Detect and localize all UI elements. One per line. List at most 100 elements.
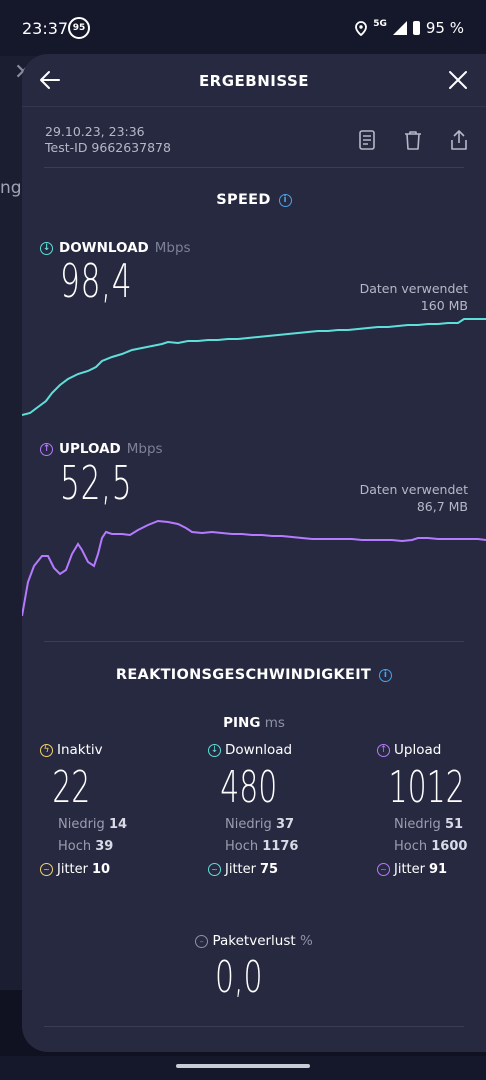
ping-upload-value: 1012: [388, 762, 465, 813]
jitter-icon: ~: [208, 863, 221, 876]
ping-upload-low-label: Niedrig: [394, 817, 441, 832]
upload-arrow-icon: ↑: [40, 442, 53, 456]
upload-label: ↑ UPLOAD Mbps: [40, 441, 163, 457]
idle-high: Hoch 39: [40, 836, 190, 858]
share-icon[interactable]: [450, 130, 468, 150]
upload-value: 52,5: [60, 456, 133, 510]
test-date: 29.10.23, 23:36: [45, 124, 145, 139]
results-sheet: ERGEBNISSE 29.10.23, 23:36 Test-ID 96626…: [22, 54, 486, 1052]
upload-data-used: Daten verwendet 86,7 MB: [360, 481, 468, 515]
speed-title-text: SPEED: [216, 192, 271, 208]
ping-header: PING ms: [22, 715, 486, 731]
ping-download: ↓ Download 480 Niedrig 37 Hoch 1176 ~ Ji…: [208, 742, 358, 877]
idle-low-label: Niedrig: [58, 817, 105, 832]
idle-low-value: 14: [108, 817, 128, 832]
trash-icon[interactable]: [404, 130, 422, 150]
ping-upload-high-value: 1600: [431, 839, 468, 854]
packet-loss-value: 0,0: [215, 952, 263, 1003]
packet-loss-unit: %: [300, 933, 313, 949]
responsiveness-section-title: REAKTIONSGESCHWINDIGKEIT i: [22, 667, 486, 683]
responsiveness-title-text: REAKTIONSGESCHWINDIGKEIT: [115, 667, 372, 683]
packet-loss-label: Paketverlust: [212, 933, 296, 949]
ping-download-low-label: Niedrig: [225, 817, 272, 832]
ping-idle-head: ϟ Inaktiv: [40, 742, 190, 758]
ping-download-high-value: 1176: [262, 839, 299, 854]
ping-download-value: 480: [220, 762, 278, 813]
ping-download-low: Niedrig 37: [208, 814, 358, 836]
ping-download-label: Download: [225, 742, 293, 758]
download-unit: Mbps: [154, 240, 191, 256]
upload-data-used-label: Daten verwendet: [359, 482, 468, 497]
jitter-icon: ~: [377, 863, 390, 876]
idle-jitter-value: 10: [91, 862, 111, 877]
ping-download-high-label: Hoch: [225, 839, 259, 854]
download-data-used: Daten verwendet 160 MB: [360, 280, 468, 314]
ping-upload-label: Upload: [394, 742, 442, 758]
arrow-left-icon[interactable]: [38, 68, 62, 92]
location-icon: [355, 20, 368, 36]
idle-low: Niedrig 14: [40, 814, 190, 836]
network-type: 5G: [373, 19, 387, 29]
info-icon[interactable]: i: [278, 193, 292, 207]
ping-upload-jitter: ~ Jitter 91: [377, 862, 486, 877]
packet-loss-icon: –: [195, 934, 209, 948]
ping-upload-jitter-label: Jitter: [394, 862, 425, 877]
header-bar: ERGEBNISSE: [22, 54, 486, 107]
idle-jitter-label: Jitter: [57, 862, 88, 877]
divider: [44, 167, 464, 168]
ping-idle: ϟ Inaktiv 22 Niedrig 14 Hoch 39 ~ Jitter…: [40, 742, 190, 877]
idle-icon: ϟ: [40, 743, 53, 757]
info-icon[interactable]: i: [379, 668, 393, 682]
action-icons: [358, 130, 468, 150]
signal-icon: [392, 21, 407, 35]
download-data-used-label: Daten verwendet: [359, 281, 468, 296]
divider: [44, 641, 464, 642]
upload-arrow-icon: ↑: [377, 743, 390, 757]
upload-unit: Mbps: [126, 441, 163, 457]
ping-upload-high: Hoch 1600: [377, 836, 486, 858]
status-time: 23:37: [22, 19, 69, 38]
download-data-used-value: 160 MB: [420, 298, 468, 313]
ping-unit: ms: [264, 715, 285, 731]
idle-value: 22: [52, 762, 91, 813]
idle-high-value: 39: [95, 839, 114, 854]
download-value: 98,4: [60, 254, 133, 308]
document-icon[interactable]: [358, 130, 376, 150]
battery-percent: 95 %: [425, 19, 464, 37]
notification-badge-icon: 95: [68, 17, 90, 39]
download-arrow-icon: ↓: [208, 743, 221, 757]
status-icons: 5G 95 %: [355, 19, 464, 37]
jitter-icon: ~: [40, 863, 53, 876]
download-label-text: DOWNLOAD: [59, 240, 149, 256]
page-title: ERGEBNISSE: [198, 72, 310, 90]
test-meta: 29.10.23, 23:36 Test-ID 9662637878: [45, 124, 171, 156]
gesture-nav-bar[interactable]: [176, 1064, 310, 1068]
ping-label: PING: [223, 715, 261, 731]
download-label: ↓ DOWNLOAD Mbps: [40, 240, 191, 256]
ping-upload: ↑ Upload 1012 Niedrig 51 Hoch 1600 ~ Jit…: [377, 742, 486, 877]
divider: [44, 1026, 464, 1027]
speed-section-title: SPEED i: [22, 192, 486, 208]
ping-upload-head: ↑ Upload: [377, 742, 486, 758]
ping-upload-high-label: Hoch: [394, 839, 428, 854]
idle-label: Inaktiv: [57, 742, 103, 758]
ping-upload-low-value: 51: [444, 817, 464, 832]
battery-icon: [412, 21, 420, 35]
close-icon[interactable]: [446, 68, 470, 92]
ping-download-jitter-value: 75: [259, 862, 279, 877]
download-chart-line: [22, 318, 486, 416]
ping-download-high: Hoch 1176: [208, 836, 358, 858]
status-bar: 23:37 95 5G 95 %: [0, 0, 486, 56]
ping-download-jitter: ~ Jitter 75: [208, 862, 358, 877]
upload-chart-line: [22, 519, 486, 617]
idle-jitter: ~ Jitter 10: [40, 862, 190, 877]
upload-chart: [22, 519, 486, 617]
test-id: Test-ID 9662637878: [45, 140, 171, 155]
ping-upload-jitter-value: 91: [428, 862, 448, 877]
packet-loss-head: – Paketverlust %: [22, 933, 486, 949]
background-text: ng: [0, 178, 22, 198]
ping-upload-low: Niedrig 51: [377, 814, 486, 836]
download-arrow-icon: ↓: [40, 241, 53, 255]
ping-download-jitter-label: Jitter: [225, 862, 256, 877]
upload-label-text: UPLOAD: [59, 441, 121, 457]
